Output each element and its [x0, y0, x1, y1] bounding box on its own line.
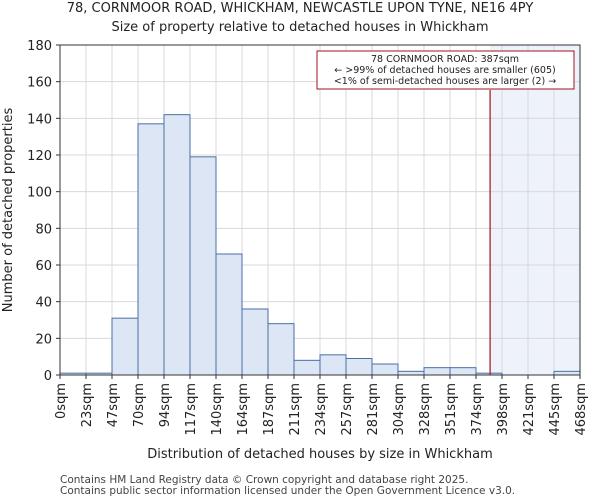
y-tick-label: 120 [27, 149, 52, 164]
x-tick-label: 117sqm [184, 383, 199, 436]
x-tick-label: 211sqm [288, 383, 303, 436]
x-tick-label: 421sqm [522, 383, 537, 436]
annotation-line2: ← >99% of detached houses are smaller (6… [334, 65, 555, 76]
bar [449, 367, 477, 376]
x-tick-label: 187sqm [262, 383, 277, 436]
x-tick-label: 140sqm [210, 383, 225, 436]
x-tick-label: 0sqm [54, 383, 69, 419]
x-tick-label: 351sqm [444, 383, 459, 436]
x-tick-label: 70sqm [132, 383, 147, 427]
y-tick-label: 40 [35, 296, 52, 311]
chart-title-line2: Size of property relative to detached ho… [111, 20, 488, 35]
bar [553, 370, 581, 376]
x-axis-title: Distribution of detached houses by size … [147, 447, 492, 462]
x-tick-label: 257sqm [340, 383, 355, 436]
axis-layer: 0 20 40 60 80 100 120 140 160 180 0sqm 23sqm 47sqm 70… [27, 39, 589, 436]
bar [163, 114, 191, 376]
x-tick-label: 374sqm [470, 383, 485, 436]
bar [371, 363, 399, 376]
y-tick-label: 20 [35, 332, 52, 347]
marker-annotation: 78 CORNMOOR ROAD: 387sqm ← >99% of detac… [316, 50, 575, 90]
x-tick-label: 281sqm [366, 383, 381, 436]
bar-layer [59, 114, 581, 376]
bar [397, 370, 425, 376]
footer-line2: Contains public sector information licen… [60, 485, 515, 497]
y-tick-label: 60 [35, 259, 52, 274]
x-tick-label: 445sqm [548, 383, 563, 436]
y-tick-label: 80 [35, 222, 52, 237]
annotation-line3: <1% of semi-detached houses are larger (… [334, 76, 556, 87]
x-tick-label: 23sqm [80, 383, 95, 427]
y-tick-label: 0 [44, 369, 52, 384]
x-tick-label: 234sqm [314, 383, 329, 436]
bar [293, 359, 321, 376]
bar [319, 354, 347, 376]
bar [215, 253, 243, 376]
chart-title-line1: 78, CORNMOOR ROAD, WHICKHAM, NEWCASTLE U… [67, 1, 534, 16]
y-axis-title: Number of detached properties [1, 108, 16, 313]
bar [267, 323, 295, 376]
x-tick-label: 164sqm [236, 383, 251, 436]
annotation-line1: 78 CORNMOOR ROAD: 387sqm [371, 54, 519, 65]
annotation-box [316, 50, 575, 90]
x-tick-label: 328sqm [418, 383, 433, 436]
x-tick-label: 94sqm [158, 383, 173, 427]
highlight-layer [490, 45, 580, 375]
x-tick-label: 304sqm [392, 383, 407, 436]
bar [137, 123, 165, 376]
highlight-region [490, 45, 580, 375]
bar [111, 317, 139, 376]
footer-line1: Contains HM Land Registry data © Crown c… [60, 474, 468, 486]
bar [345, 358, 373, 376]
x-tick-label: 398sqm [496, 383, 511, 436]
bar [241, 308, 269, 376]
y-tick-label: 140 [27, 112, 52, 127]
bar [423, 367, 451, 376]
y-tick-label: 160 [27, 76, 52, 91]
y-tick-label: 100 [27, 186, 52, 201]
x-tick-label: 468sqm [574, 383, 589, 436]
x-tick-label: 47sqm [106, 383, 121, 427]
bar [189, 156, 217, 376]
y-tick-label: 180 [27, 39, 52, 54]
